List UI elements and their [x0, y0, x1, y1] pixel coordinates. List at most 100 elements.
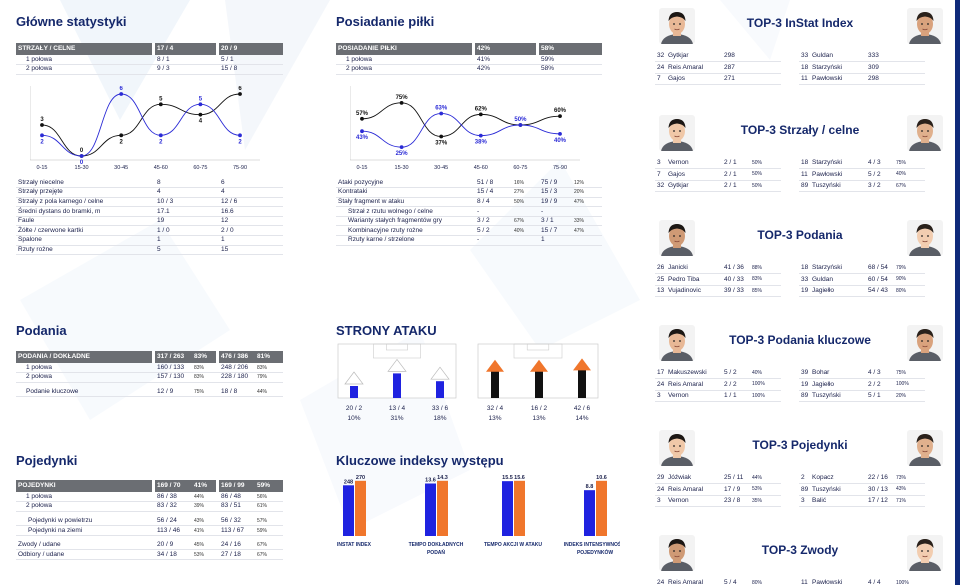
row-label: 2 połowa [16, 64, 152, 75]
player-avatar [659, 535, 695, 571]
row-label: Żółte / czerwone kartki [16, 225, 152, 237]
series-line-1 [41, 93, 241, 157]
attack-sides-pitch [337, 343, 599, 399]
row-percent: 33% [572, 216, 602, 227]
player-number: 19 [799, 378, 811, 391]
table-row: Rzuty karne / strzelone - 1 [336, 235, 602, 246]
row-label: Strzały z pola karnego / celne [16, 197, 152, 208]
player-value: 2 / 1 [723, 180, 751, 192]
index-bar [355, 480, 366, 536]
row-percent [512, 235, 536, 246]
data-label: 37% [435, 141, 448, 147]
player-value: 25 / 11 [723, 472, 751, 484]
player-value: 54 / 43 [867, 285, 895, 297]
attack-percent: 13% [488, 415, 502, 422]
x-tick-label: 0-15 [36, 165, 47, 171]
data-point [158, 102, 163, 107]
bar-value-label: 14.3 [437, 475, 448, 481]
row-value: 59% [539, 55, 602, 66]
row-percent: 20% [572, 187, 602, 198]
top-list-table: 11 Pawłowski 4 / 4 100% [799, 577, 925, 585]
row-percent: 56% [255, 492, 283, 503]
player-percent [751, 73, 781, 85]
player-number: 26 [655, 262, 667, 274]
attack-bar-team2 [491, 369, 499, 398]
row-value: 15 [219, 245, 283, 256]
player-row: 89 Tuszyński 5 / 1 20% [799, 390, 925, 402]
player-percent: 100% [895, 577, 925, 585]
row-label: Kombinacyjne rzuty rożne [336, 225, 472, 237]
attack-arrow-icon [486, 359, 504, 372]
data-point [399, 145, 404, 150]
player-row: 32 Gytkjar 2 / 1 50% [655, 180, 781, 192]
row-value: 157 / 130 [155, 372, 192, 383]
row-percent: 44% [192, 492, 216, 503]
table-header-team1: 42% [475, 43, 536, 55]
row-label: Podanie kluczowe [16, 387, 152, 398]
player-percent [751, 61, 781, 74]
player-row: 17 Makuszewski 5 / 2 40% [655, 367, 781, 379]
row-percent: 75% [192, 387, 216, 398]
player-name: Pedro Tiba [667, 273, 723, 286]
player-number: 7 [655, 168, 667, 181]
attacks-table: Ataki pozycyjne 51 / 8 16% 75 / 9 12% Kontrat… [336, 178, 602, 246]
player-percent: 20% [895, 390, 925, 402]
player-row: 7 Gajos 271 [655, 73, 781, 85]
row-value: 10 / 3 [155, 197, 216, 208]
shots-header-table: STRZAŁY / CELNE 17 / 4 20 / 9 1 połowa 8 / … [16, 43, 283, 75]
player-avatar [659, 325, 695, 361]
row-value: 24 / 16 [219, 540, 255, 551]
player-value: 309 [867, 61, 895, 74]
player-row: 24 Reis Amaral 2 / 2 100% [655, 378, 781, 391]
row-label: Faule [16, 216, 152, 227]
player-percent: 35% [751, 495, 781, 507]
player-percent: 50% [751, 168, 781, 181]
player-row: 24 Reis Amaral 287 [655, 61, 781, 74]
player-number: 25 [655, 273, 667, 286]
player-value: 39 / 33 [723, 285, 751, 297]
x-tick-label: 30-45 [114, 165, 128, 171]
player-value: 2 / 1 [723, 157, 751, 169]
player-name: Reis Amaral [667, 61, 723, 74]
passes-table: PODANIA / DOKŁADNE 317 / 263 83% 476 / 386 8… [16, 351, 283, 398]
bar-value-label: 15.5 [502, 475, 513, 481]
player-percent: 100% [751, 378, 781, 391]
table-row: 1 połowa 160 / 133 83% 248 / 206 83% [16, 363, 283, 374]
player-number: 33 [799, 273, 811, 286]
player-number: 3 [655, 495, 667, 507]
row-value: 27 / 18 [219, 549, 255, 561]
player-row: 18 Starzyński 68 / 54 79% [799, 262, 925, 274]
player-value: 298 [723, 50, 751, 62]
player-name: Vernon [667, 495, 723, 507]
player-value: 23 / 8 [723, 495, 751, 507]
series-line-1 [361, 102, 561, 137]
table-row: Kombinacyjne rzuty rożne 5 / 2 40% 15 / 7 47… [336, 225, 602, 237]
row-label: Ataki pozycyjne [336, 178, 472, 189]
player-name: Makuszewski [667, 367, 723, 379]
data-label: 6 [120, 86, 124, 92]
player-avatar [659, 115, 695, 151]
data-point [558, 131, 562, 136]
row-value: - [475, 206, 512, 217]
player-percent: 44% [751, 472, 781, 484]
player-percent: 67% [895, 180, 925, 192]
attack-bar-team1 [393, 373, 401, 398]
player-percent: 50% [751, 157, 781, 169]
row-value: 8 / 1 [155, 55, 216, 66]
row-value: 2 / 0 [219, 225, 283, 237]
data-label: 25% [396, 151, 409, 157]
data-point [198, 102, 203, 107]
player-value: 5 / 2 [723, 367, 751, 379]
player-name: Vernon [667, 157, 723, 169]
player-avatar [907, 535, 943, 571]
top-list-table: 33 Guldan 333 18 Starzyński 309 11 Pawłowski 298 [799, 50, 925, 85]
category-label: TEMPO DOKŁADNYCH [409, 542, 464, 548]
data-label: 57% [356, 111, 369, 117]
attack-arrow-icon [344, 371, 364, 385]
data-point [518, 123, 523, 127]
table-row: Strzały niecelne 8 6 [16, 178, 283, 189]
row-value: 4 [219, 187, 283, 198]
row-label: 1 połowa [16, 55, 152, 66]
attack-bar-team2 [535, 369, 543, 398]
